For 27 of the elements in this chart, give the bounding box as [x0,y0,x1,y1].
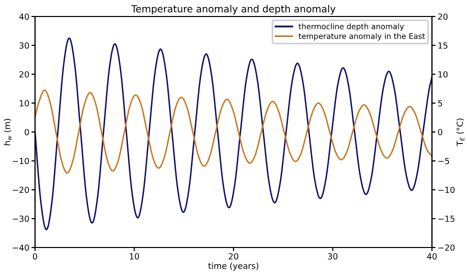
y-tick-label: 30 [20,42,29,49]
y-axis-title: h$_{w}$ (m) [4,118,12,146]
y-tick-label: 20 [19,71,29,78]
y-tick-label: −40 [12,244,29,251]
x-tick-label: 10 [130,253,140,260]
x-tick-label: 0 [32,253,38,260]
y2-tick-label: −20 [438,244,455,251]
y2-tick-label: 15 [438,42,448,49]
x-axis-title: time (years) [208,262,258,271]
x-tick-label: 40 [427,253,437,260]
y2-tick-label: −15 [438,216,454,222]
y2-tick-label: 10 [438,71,448,78]
y2-tick-label: 0 [438,128,442,136]
y2-axis-title: T$_{E}$ (°C) [456,118,464,146]
y2-tick-label: −5 [438,158,450,164]
x-tick-label: 20 [228,253,238,260]
y2-tick-label: 20 [438,13,448,20]
y-tick-label: −30 [12,216,29,222]
y-tick-label: −10 [12,158,29,164]
y-tick-label: 0 [24,128,29,136]
y-tick-label: 10 [20,100,29,106]
y-tick-label: 40 [19,13,29,20]
x-tick-label: 30 [328,253,338,260]
y-tick-label: −20 [12,186,29,194]
y2-tick-label: 5 [438,100,442,106]
y2-tick-label: −10 [438,186,455,194]
chart-title: Temperature anomaly and depth anomaly [131,4,336,14]
